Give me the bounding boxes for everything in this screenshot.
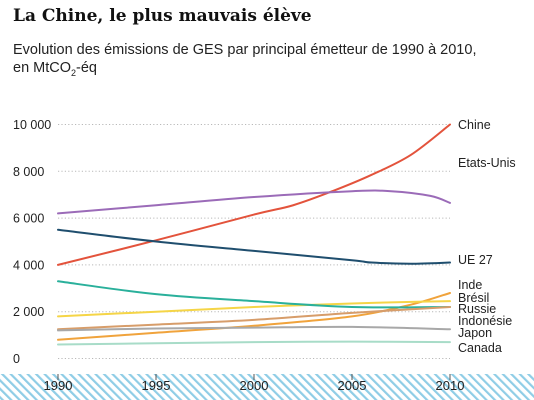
series-line-etats-unis (57, 189, 451, 215)
x-tick-label: 2010 (436, 378, 465, 393)
y-tick-label: 8 000 (13, 165, 44, 179)
series-label-canada: Canada (458, 341, 502, 355)
series-line-ue-27 (57, 228, 451, 265)
series-lines (57, 123, 451, 346)
series-label-japon: Japon (458, 326, 492, 340)
y-tick-label: 4 000 (13, 258, 44, 272)
y-tick-label: 6 000 (13, 212, 44, 226)
y-tick-label: 10 000 (13, 118, 51, 132)
x-axis-band (0, 374, 534, 400)
subtitle-line-1: Evolution des émissions de GES par princ… (13, 42, 477, 58)
series-line-indonesie (57, 306, 451, 331)
series-line-russie (57, 280, 451, 309)
subtitle-line-2-suffix: -éq (76, 60, 97, 76)
chart-subtitle: Evolution des émissions de GES par princ… (13, 41, 528, 82)
x-axis-ticks (57, 374, 451, 380)
series-line-bresil (57, 300, 451, 318)
y-tick-label: 0 (13, 352, 20, 366)
series-line-japon (57, 325, 451, 332)
series-label-russie: Russie (458, 302, 496, 316)
series-line-chine (57, 123, 451, 266)
y-tick-label: 2 000 (13, 305, 44, 319)
y-axis-labels: 0 2 000 4 000 6 000 8 000 10 000 (13, 118, 51, 366)
series-label-chine: Chine (458, 118, 491, 132)
series-label-etats-unis: Etats-Unis (458, 156, 516, 170)
x-axis-labels: 1990 1995 2000 2005 2010 (44, 378, 465, 393)
series-label-indonesie: Indonésie (458, 314, 512, 328)
series-label-ue-27: UE 27 (458, 253, 493, 267)
series-line-inde (57, 291, 451, 341)
series-label-inde: Inde (458, 278, 482, 292)
series-labels: Chine Etats-Unis UE 27 IndeBrésilRussieIndo… (458, 118, 516, 355)
x-tick-label: 2000 (240, 378, 269, 393)
grid-lines (58, 124, 450, 359)
subtitle-line-2-prefix: en MtCO (13, 60, 72, 76)
subtitle-line-2-subscript: 2 (71, 67, 77, 78)
x-tick-label: 2005 (338, 378, 367, 393)
x-tick-label: 1995 (142, 378, 171, 393)
x-tick-label: 1990 (44, 378, 73, 393)
chart-title: La Chine, le plus mauvais élève (13, 6, 312, 26)
series-label-bresil: Brésil (458, 291, 489, 305)
series-line-canada (57, 340, 451, 346)
